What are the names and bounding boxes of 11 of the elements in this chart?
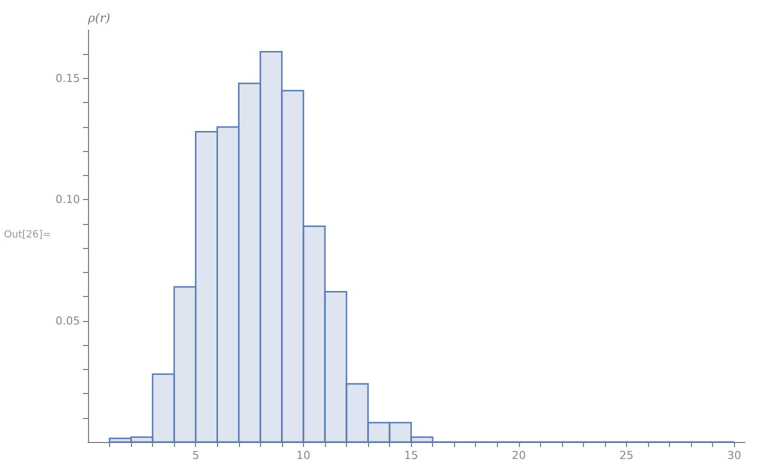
x-tick-label: 5 — [192, 449, 200, 461]
text: Out[26]= — [4, 230, 52, 240]
y-tick-label: 0.10 — [56, 193, 80, 206]
y-tick-label: 0.15 — [56, 72, 80, 85]
y-axis-title: ρ(r) — [87, 11, 110, 25]
x-tick-label: 20 — [512, 449, 526, 461]
y-tick-label: 0.05 — [56, 314, 80, 328]
x-tick-label: 30 — [727, 449, 742, 461]
x-tick-label: 10 — [296, 449, 310, 461]
x-tick-label: 25 — [620, 449, 634, 461]
x-tick-label: 15 — [404, 449, 418, 461]
